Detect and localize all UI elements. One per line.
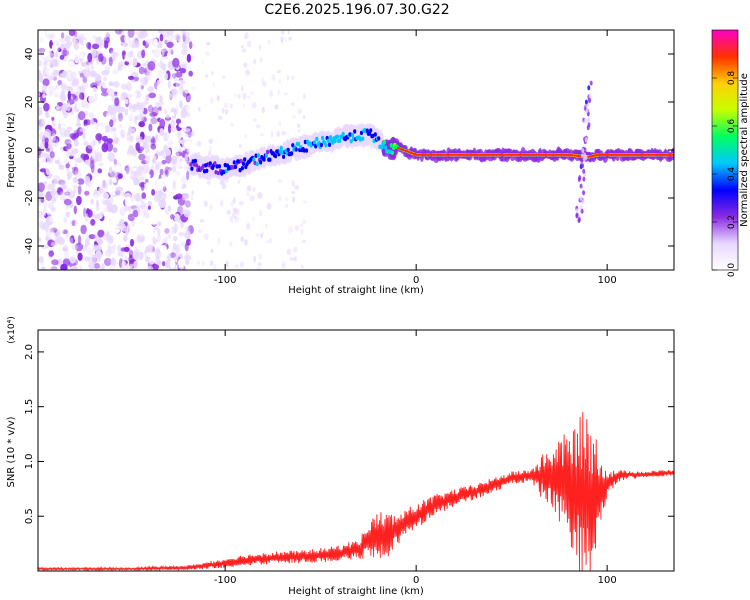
spectrogram-ytick-label: 40 xyxy=(24,48,35,61)
snr-xtick-label: -100 xyxy=(214,575,237,586)
snr-plot-area xyxy=(38,330,674,571)
spectrogram-xtick-label: -100 xyxy=(214,275,237,286)
snr-panel: -100 0 100 0.5 1.0 1.5 2.0 Height of straight … xyxy=(6,316,675,597)
snr-ytick-label: 0.5 xyxy=(24,508,35,524)
snr-xtick-label: 0 xyxy=(413,575,419,586)
snr-ytick-label: 1.5 xyxy=(24,399,35,415)
snr-ylabel: SNR (10 * v/v) xyxy=(6,416,17,487)
spectrogram-ytick-label: -20 xyxy=(24,190,35,206)
spectrogram-data xyxy=(38,30,674,270)
snr-xtick-label: 100 xyxy=(598,575,617,586)
snr-line xyxy=(38,411,674,571)
figure-title: C2E6.2025.196.07.30.G22 xyxy=(264,2,449,18)
snr-frame xyxy=(37,329,675,572)
colorbar-gradient xyxy=(712,30,738,270)
colorbar-frame xyxy=(711,29,739,271)
colorbar-tick-label: 0.6 xyxy=(727,119,737,134)
spectrogram-ticks: -100 0 100 -40 -20 0 20 40 xyxy=(24,30,674,286)
colorbar-label: Normalized spectral amplitude xyxy=(739,73,750,227)
spectrogram-ylabel: Frequency (Hz) xyxy=(6,112,17,188)
colorbar-ticks: 0.0 0.2 0.4 0.6 0.8 xyxy=(712,71,738,278)
spectrogram-ytick-label: -40 xyxy=(24,238,35,254)
spectrogram-ytick-label: 20 xyxy=(24,96,35,109)
snr-ytick-label: 2.0 xyxy=(24,344,35,360)
spectrogram-xtick-label: 0 xyxy=(413,275,419,286)
spectrogram-xlabel: Height of straight line (km) xyxy=(288,285,424,296)
colorbar-tick-label: 0.4 xyxy=(727,167,737,182)
snr-xlabel: Height of straight line (km) xyxy=(288,586,424,597)
snr-data xyxy=(38,411,674,571)
snr-ticks: -100 0 100 0.5 1.0 1.5 2.0 xyxy=(24,330,674,586)
colorbar-tick-label: 0.8 xyxy=(727,71,737,86)
colorbar-tick-label: 0.0 xyxy=(727,263,737,278)
spectrogram-ytick-label: 0 xyxy=(24,147,35,153)
spectrogram-xtick-label: 100 xyxy=(598,275,617,286)
colorbar: 0.0 0.2 0.4 0.6 0.8 Normalized spectral ampl… xyxy=(711,29,750,278)
spectrogram-panel: -100 0 100 -40 -20 0 20 40 Height of straight l… xyxy=(6,29,675,296)
snr-multiplier: (x10⁴) xyxy=(7,316,17,343)
colorbar-tick-label: 0.2 xyxy=(727,215,737,229)
snr-ytick-label: 1.0 xyxy=(24,454,35,470)
